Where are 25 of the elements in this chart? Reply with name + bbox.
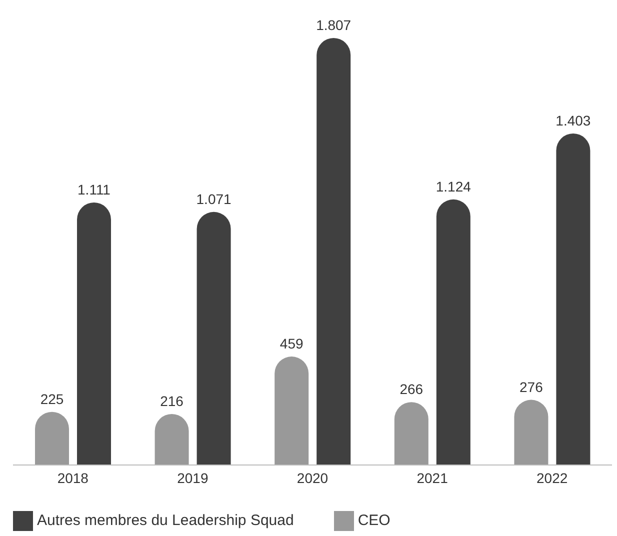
bar xyxy=(316,38,351,465)
bar xyxy=(196,212,231,465)
bar xyxy=(556,133,590,465)
data-label: 216 xyxy=(160,392,184,409)
data-label: 1.807 xyxy=(316,17,352,33)
bar xyxy=(436,199,470,465)
data-label: 1.403 xyxy=(556,112,591,128)
x-tick-label: 2019 xyxy=(177,470,208,486)
legend-label: Autres membres du Leadership Squad xyxy=(37,512,294,529)
data-label: 1.071 xyxy=(196,190,232,207)
x-tick-label: 2021 xyxy=(416,470,448,486)
x-tick-label: 2020 xyxy=(296,470,328,486)
bar xyxy=(394,402,428,465)
x-tick-label: 2022 xyxy=(536,470,568,486)
data-label: 276 xyxy=(520,378,544,395)
data-label: 225 xyxy=(40,390,64,407)
legend-label: CEO xyxy=(358,512,390,529)
bar xyxy=(77,202,111,465)
data-label: 266 xyxy=(400,381,424,398)
data-label: 459 xyxy=(280,336,304,352)
data-label: 1.124 xyxy=(436,178,472,194)
data-label: 1.111 xyxy=(78,181,111,198)
bar xyxy=(274,356,309,465)
x-tick-label: 2018 xyxy=(57,470,89,486)
bar xyxy=(514,400,548,465)
